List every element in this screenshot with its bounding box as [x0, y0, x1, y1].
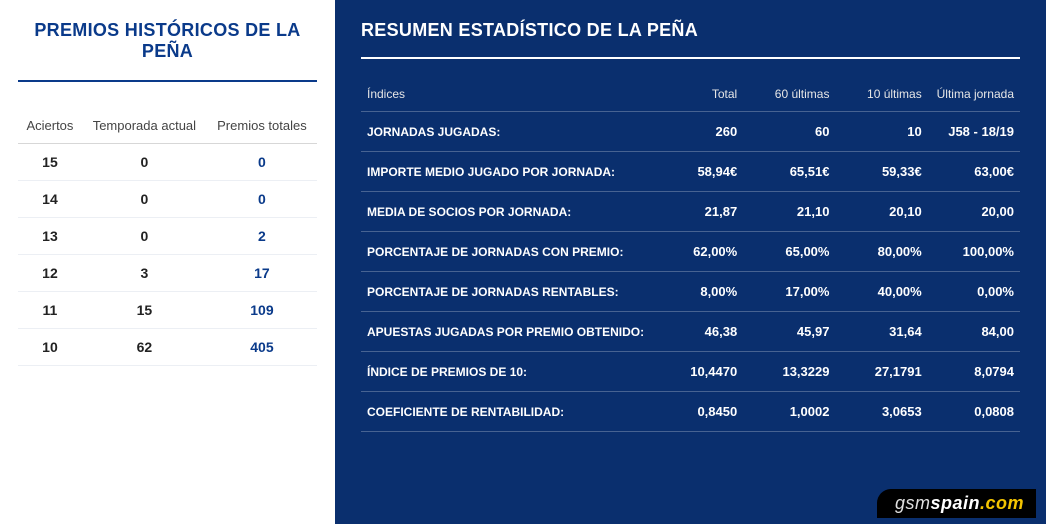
cell-aciertos: 13 [18, 218, 82, 255]
cell-total: 260 [651, 112, 743, 152]
cell-premios: 0 [207, 144, 317, 181]
cell-total: 0,8450 [651, 392, 743, 432]
cell-total: 46,38 [651, 312, 743, 352]
row-label: PORCENTAJE DE JORNADAS RENTABLES: [361, 272, 651, 312]
table-row: PORCENTAJE DE JORNADAS CON PREMIO: 62,00… [361, 232, 1020, 272]
row-label: APUESTAS JUGADAS POR PREMIO OBTENIDO: [361, 312, 651, 352]
col-premios: Premios totales [207, 110, 317, 144]
table-row: ÍNDICE DE PREMIOS DE 10: 10,4470 13,3229… [361, 352, 1020, 392]
cell-temporada: 0 [82, 181, 207, 218]
cell-last: J58 - 18/19 [928, 112, 1020, 152]
table-row: 11 15 109 [18, 292, 317, 329]
row-label: ÍNDICE DE PREMIOS DE 10: [361, 352, 651, 392]
table-row: MEDIA DE SOCIOS POR JORNADA: 21,87 21,10… [361, 192, 1020, 232]
cell-60: 60 [743, 112, 835, 152]
row-label: JORNADAS JUGADAS: [361, 112, 651, 152]
col-aciertos: Aciertos [18, 110, 82, 144]
col-total: Total [651, 81, 743, 112]
cell-60: 65,00% [743, 232, 835, 272]
premios-table: Aciertos Temporada actual Premios totale… [18, 110, 317, 366]
cell-last: 20,00 [928, 192, 1020, 232]
cell-10: 59,33€ [835, 152, 927, 192]
table-row: JORNADAS JUGADAS: 260 60 10 J58 - 18/19 [361, 112, 1020, 152]
watermark-a: gsm [895, 493, 931, 513]
cell-last: 100,00% [928, 232, 1020, 272]
left-panel-title: PREMIOS HISTÓRICOS DE LA PEÑA [18, 10, 317, 80]
col-10: 10 últimas [835, 81, 927, 112]
cell-10: 27,1791 [835, 352, 927, 392]
table-row: 14 0 0 [18, 181, 317, 218]
cell-premios: 0 [207, 181, 317, 218]
row-label: PORCENTAJE DE JORNADAS CON PREMIO: [361, 232, 651, 272]
cell-10: 20,10 [835, 192, 927, 232]
right-title-underline [361, 57, 1020, 59]
table-row: PORCENTAJE DE JORNADAS RENTABLES: 8,00% … [361, 272, 1020, 312]
cell-total: 8,00% [651, 272, 743, 312]
left-panel: PREMIOS HISTÓRICOS DE LA PEÑA Aciertos T… [0, 0, 335, 524]
resumen-header-row: Índices Total 60 últimas 10 últimas Últi… [361, 81, 1020, 112]
cell-60: 65,51€ [743, 152, 835, 192]
cell-premios: 2 [207, 218, 317, 255]
cell-temporada: 3 [82, 255, 207, 292]
premios-header-row: Aciertos Temporada actual Premios totale… [18, 110, 317, 144]
cell-60: 13,3229 [743, 352, 835, 392]
cell-10: 3,0653 [835, 392, 927, 432]
table-row: 12 3 17 [18, 255, 317, 292]
cell-premios: 405 [207, 329, 317, 366]
cell-10: 10 [835, 112, 927, 152]
cell-total: 21,87 [651, 192, 743, 232]
cell-temporada: 0 [82, 144, 207, 181]
cell-10: 31,64 [835, 312, 927, 352]
cell-aciertos: 15 [18, 144, 82, 181]
col-ultima: Última jornada [928, 81, 1020, 112]
table-row: IMPORTE MEDIO JUGADO POR JORNADA: 58,94€… [361, 152, 1020, 192]
cell-60: 45,97 [743, 312, 835, 352]
cell-total: 62,00% [651, 232, 743, 272]
cell-last: 8,0794 [928, 352, 1020, 392]
right-panel-title: RESUMEN ESTADÍSTICO DE LA PEÑA [361, 12, 1020, 57]
cell-temporada: 0 [82, 218, 207, 255]
watermark: gsmspain.com [877, 489, 1036, 518]
right-panel: RESUMEN ESTADÍSTICO DE LA PEÑA Índices T… [335, 0, 1046, 524]
row-label: COEFICIENTE DE RENTABILIDAD: [361, 392, 651, 432]
row-label: IMPORTE MEDIO JUGADO POR JORNADA: [361, 152, 651, 192]
cell-premios: 109 [207, 292, 317, 329]
table-row: APUESTAS JUGADAS POR PREMIO OBTENIDO: 46… [361, 312, 1020, 352]
col-temporada: Temporada actual [82, 110, 207, 144]
page-layout: PREMIOS HISTÓRICOS DE LA PEÑA Aciertos T… [0, 0, 1046, 524]
cell-60: 21,10 [743, 192, 835, 232]
cell-aciertos: 10 [18, 329, 82, 366]
cell-last: 84,00 [928, 312, 1020, 352]
cell-temporada: 15 [82, 292, 207, 329]
table-row: 15 0 0 [18, 144, 317, 181]
cell-last: 63,00€ [928, 152, 1020, 192]
col-indices: Índices [361, 81, 651, 112]
cell-temporada: 62 [82, 329, 207, 366]
cell-aciertos: 12 [18, 255, 82, 292]
cell-10: 80,00% [835, 232, 927, 272]
cell-total: 10,4470 [651, 352, 743, 392]
cell-60: 17,00% [743, 272, 835, 312]
col-60: 60 últimas [743, 81, 835, 112]
resumen-table: Índices Total 60 últimas 10 últimas Últi… [361, 81, 1020, 432]
cell-aciertos: 14 [18, 181, 82, 218]
cell-aciertos: 11 [18, 292, 82, 329]
cell-premios: 17 [207, 255, 317, 292]
table-row: COEFICIENTE DE RENTABILIDAD: 0,8450 1,00… [361, 392, 1020, 432]
cell-total: 58,94€ [651, 152, 743, 192]
cell-10: 40,00% [835, 272, 927, 312]
cell-last: 0,0808 [928, 392, 1020, 432]
cell-60: 1,0002 [743, 392, 835, 432]
table-row: 10 62 405 [18, 329, 317, 366]
cell-last: 0,00% [928, 272, 1020, 312]
watermark-c: .com [980, 493, 1024, 513]
left-title-underline [18, 80, 317, 82]
row-label: MEDIA DE SOCIOS POR JORNADA: [361, 192, 651, 232]
table-row: 13 0 2 [18, 218, 317, 255]
watermark-b: spain [930, 493, 980, 513]
